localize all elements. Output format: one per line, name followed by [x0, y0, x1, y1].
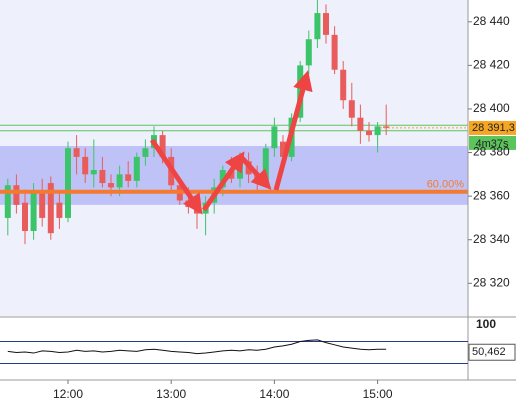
candle-body [22, 202, 28, 232]
candle-body [366, 130, 372, 136]
candle-body [305, 39, 312, 66]
candle-body [47, 183, 54, 234]
candle-body [4, 185, 11, 218]
candle-body [271, 126, 278, 149]
candle-body [13, 185, 20, 205]
candle-body [116, 174, 123, 188]
candle-body [348, 100, 355, 118]
candle-body [314, 13, 321, 40]
y-tick-label: 28 340 [473, 232, 510, 246]
indicator-tick-label: 100 [476, 317, 496, 331]
candle-body [65, 148, 71, 218]
timer-box [469, 135, 516, 150]
candle-body [133, 156, 140, 181]
candle-body [142, 148, 149, 157]
y-tick-label: 28 320 [473, 275, 510, 289]
y-tick-label: 28 400 [473, 101, 510, 115]
candle-body [280, 141, 286, 157]
candle-body [383, 126, 390, 128]
indicator-value-label: 50,462 [472, 346, 506, 358]
candle-body [159, 135, 166, 157]
candle-body [323, 13, 329, 35]
candle-body [357, 117, 364, 131]
candle-body [331, 34, 338, 70]
candle-body [90, 169, 97, 175]
x-tick-label: 12:00 [53, 387, 83, 401]
timer-label: 4m37s [475, 138, 509, 150]
candle-body [39, 191, 46, 218]
candle-body [262, 148, 269, 184]
x-tick-label: 13:00 [156, 387, 186, 401]
y-tick-label: 28 440 [473, 14, 510, 28]
candle-body [108, 183, 114, 188]
indicator-value-box [468, 343, 516, 361]
y-tick-label: 28 420 [473, 58, 510, 72]
y-tick-label: 28 360 [473, 188, 510, 202]
candle-body [82, 156, 89, 175]
y-tick-label: 28 380 [473, 145, 510, 159]
x-tick-label: 15:00 [363, 387, 393, 401]
candle-body [56, 202, 63, 218]
candle-body [99, 169, 106, 184]
annotation-arrows [149, 70, 313, 215]
candle-body [125, 174, 132, 181]
x-tick-label: 14:00 [259, 387, 289, 401]
candle-body [30, 191, 37, 232]
candle-body [374, 126, 381, 136]
fib-level-label: 60.00% [427, 179, 465, 191]
candle-body [340, 69, 347, 101]
last-price-label: 28 391,3 [472, 122, 515, 134]
indicator-line [7, 339, 387, 355]
candle-body [73, 148, 80, 157]
last-price-box [469, 120, 516, 135]
candle-body [185, 200, 192, 208]
